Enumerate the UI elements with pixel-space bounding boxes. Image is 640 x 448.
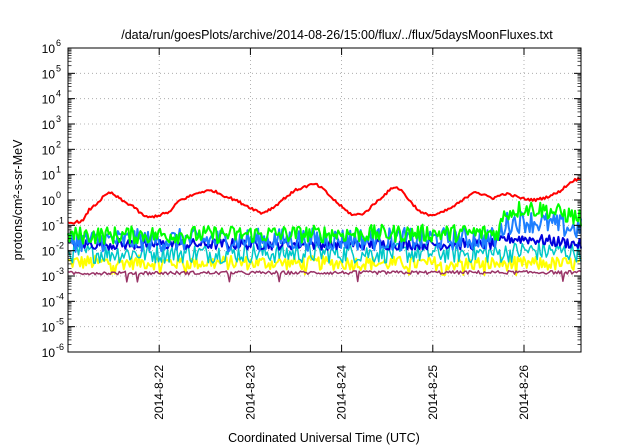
grid-lines — [68, 47, 581, 353]
y-tick-label: 10 — [42, 67, 56, 81]
x-axis-label: Coordinated Universal Time (UTC) — [228, 431, 420, 445]
y-tick-exponent: -1 — [56, 215, 64, 225]
y-tick-label: 10 — [42, 143, 56, 157]
y-tick-label: 10 — [42, 245, 56, 259]
x-tick-label: 2014-8-24 — [335, 365, 349, 420]
x-tick-label: 2014-8-25 — [426, 365, 440, 420]
y-tick-label: 10 — [42, 321, 56, 335]
y-tick-label: 10 — [42, 42, 56, 56]
series-line — [67, 269, 582, 283]
series-line — [67, 177, 582, 225]
y-tick-label: 10 — [42, 219, 56, 233]
y-tick-exponent: -3 — [56, 266, 64, 276]
series-line — [67, 254, 582, 277]
series-line — [67, 200, 582, 245]
y-tick-label: 10 — [42, 346, 56, 360]
y-tick-label: 10 — [42, 169, 56, 183]
y-tick-labels: 10 -610 -510 -410 -310 -210 -110 010 110 210 310 41… — [42, 38, 64, 360]
y-tick-label: 10 — [42, 93, 56, 107]
y-tick-exponent: -5 — [56, 317, 64, 327]
x-tick-labels: 2014-8-22 2014-8-23 2014-8-24 2014-8-25 2014… — [152, 365, 531, 420]
y-tick-exponent: 1 — [56, 165, 61, 175]
y-tick-exponent: 2 — [56, 139, 61, 149]
y-tick-exponent: 4 — [56, 89, 61, 99]
y-tick-label: 10 — [42, 270, 56, 284]
y-tick-exponent: 6 — [56, 38, 61, 48]
x-tick-label: 2014-8-26 — [517, 365, 531, 420]
y-tick-label: 10 — [42, 194, 56, 208]
y-axis-label: protons/cm²-s-sr-MeV — [11, 139, 25, 261]
tick-marks — [68, 47, 581, 353]
y-tick-exponent: -6 — [56, 342, 64, 352]
y-tick-label: 10 — [42, 295, 56, 309]
data-series — [67, 177, 582, 283]
y-tick-exponent: -2 — [56, 241, 64, 251]
chart-title: /data/run/goesPlots/archive/2014-08-26/1… — [121, 28, 553, 42]
y-tick-label: 10 — [42, 118, 56, 132]
y-tick-exponent: 5 — [56, 63, 61, 73]
y-tick-exponent: 3 — [56, 114, 61, 124]
y-tick-exponent: 0 — [56, 190, 61, 200]
x-tick-label: 2014-8-23 — [243, 365, 257, 420]
y-tick-exponent: -4 — [56, 291, 64, 301]
x-tick-label: 2014-8-22 — [152, 365, 166, 420]
